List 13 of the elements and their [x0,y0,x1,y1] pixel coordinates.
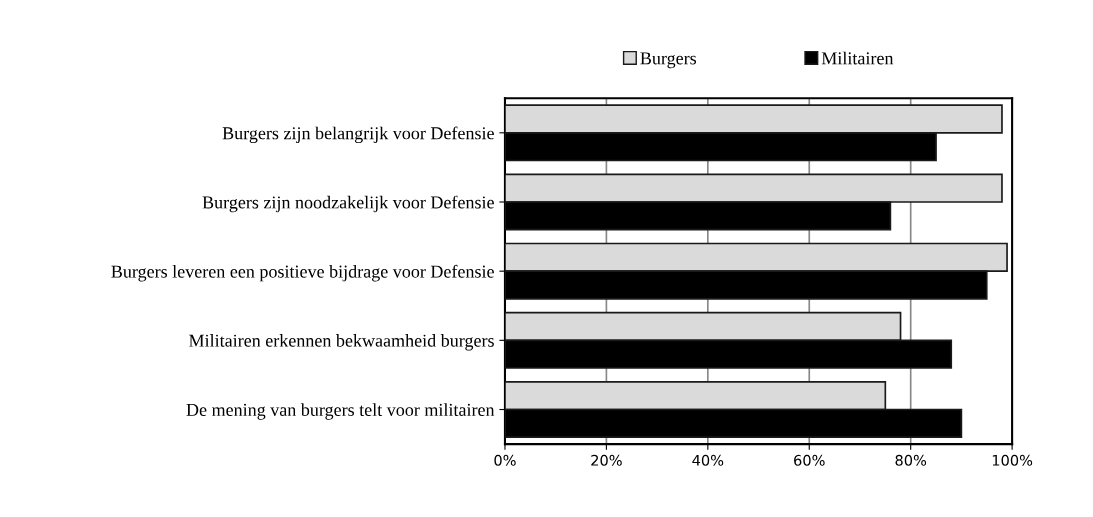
x-tick-label: 40% [692,454,724,466]
legend-label: Militairen [821,51,894,65]
legend-label: Burgers [640,52,697,69]
x-tick-label: 0% [494,454,516,466]
x-tick-label: 20% [591,454,622,466]
y-tick-label: De mening van burgers telt voor militairen [186,403,495,420]
y-tick-label: Militairen erkennen bekwaamheid burgers [189,334,494,351]
x-tick-label: 60% [794,454,825,466]
y-tick-label: Burgers zijn noodzakelijk voor Defensie [202,195,494,213]
x-tick-label: 80% [895,454,927,466]
x-tick-label: 100% [992,454,1033,466]
y-tick-label: Burgers zijn belangrijk voor Defensie [222,126,494,144]
y-tick-label: Burgers leveren een positieve bijdrage voor Defensie [111,264,494,282]
